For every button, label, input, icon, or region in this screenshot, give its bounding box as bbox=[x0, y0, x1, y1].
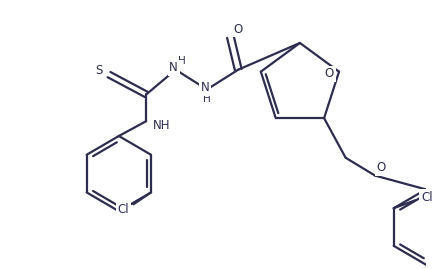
Text: NH: NH bbox=[153, 119, 171, 132]
Text: O: O bbox=[325, 67, 334, 80]
Text: N: N bbox=[169, 61, 178, 74]
Text: H: H bbox=[203, 94, 211, 104]
Text: O: O bbox=[233, 23, 243, 36]
Text: O: O bbox=[376, 161, 385, 174]
Text: Cl: Cl bbox=[421, 191, 433, 204]
Text: H: H bbox=[178, 56, 185, 66]
Text: S: S bbox=[95, 64, 103, 77]
Text: Cl: Cl bbox=[118, 203, 129, 216]
Text: N: N bbox=[201, 81, 209, 94]
